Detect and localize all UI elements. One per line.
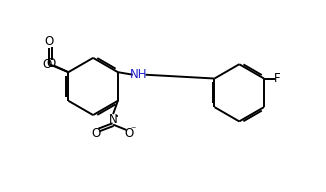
Text: F: F — [274, 72, 281, 85]
Text: •: • — [115, 114, 119, 120]
Text: O: O — [44, 36, 53, 49]
Text: NH: NH — [130, 68, 147, 81]
Text: ⁻: ⁻ — [130, 126, 136, 136]
Text: N: N — [109, 113, 117, 126]
Text: O: O — [124, 127, 134, 140]
Text: O: O — [91, 127, 100, 140]
Text: O: O — [42, 58, 52, 71]
Text: O: O — [46, 57, 55, 70]
